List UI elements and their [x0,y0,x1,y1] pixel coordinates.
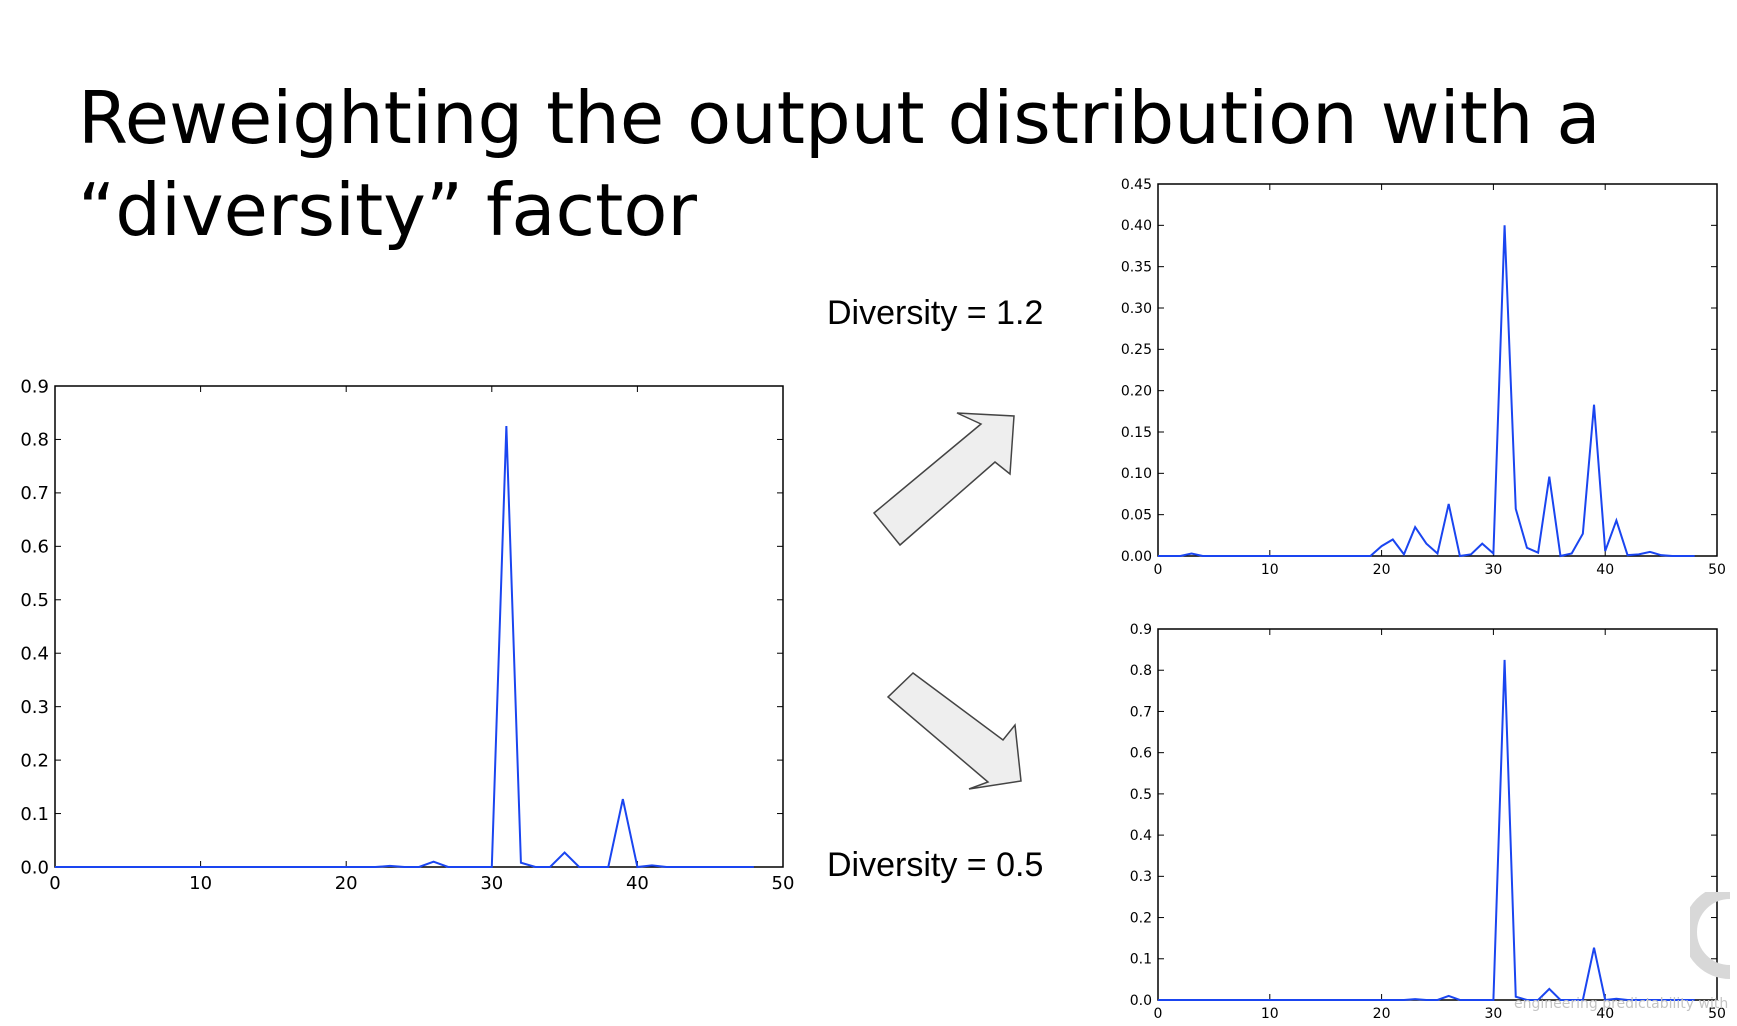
y-tick-label: 0.2 [1130,910,1152,926]
y-tick-label: 0.20 [1121,384,1152,400]
watermark-text: engineering predictability with [1514,996,1729,1012]
slide-title-line-1: Reweighting the output distribution with… [78,76,1601,160]
y-tick-label: 0.8 [20,430,49,451]
x-tick-label: 30 [1484,1006,1502,1022]
y-tick-label: 0.3 [20,697,49,718]
x-tick-label: 0 [49,873,60,894]
arrow-up-right-icon [872,412,1015,547]
diversity-high-chart: 0 10 20 30 40 50 0.00 0.05 0.10 0.15 0.20 0.25 0.30 0… [1100,175,1737,585]
y-tick-label: 0.10 [1121,466,1152,482]
y-tick-label: 0.1 [20,804,49,825]
original-distribution-chart: 0 10 20 30 40 50 0.0 0.1 0.2 0.3 0.4 0.5 0.6 0.7 0.8 0.… [0,370,800,910]
y-tick-label: 0.6 [1130,746,1152,762]
y-tick-label: 0.15 [1121,425,1152,441]
y-tick-label: 0.00 [1121,549,1152,565]
x-tick-label: 50 [1708,562,1726,578]
y-tick-label: 0.2 [20,750,49,771]
logo-mark-icon [1690,892,1731,979]
y-tick-label: 0.30 [1121,301,1152,317]
x-tick-label: 30 [1484,562,1502,578]
x-tick-label: 10 [1261,1006,1279,1022]
y-tick-label: 0.05 [1121,508,1152,524]
y-tick-label: 0.0 [1130,993,1152,1009]
x-tick-label: 40 [1596,1006,1614,1022]
y-tick-label: 0.8 [1130,663,1152,679]
y-tick-label: 0.6 [20,537,49,558]
x-tick-label: 30 [480,873,503,894]
diversity-high-label: Diversity = 1.2 [827,294,1044,332]
x-tick-label: 10 [1261,562,1279,578]
x-tick-label: 10 [189,873,212,894]
y-tick-label: 0.0 [20,857,49,878]
x-tick-label: 50 [1708,1006,1726,1022]
x-tick-label: 50 [772,873,795,894]
x-tick-label: 20 [1373,562,1391,578]
y-tick-label: 0.35 [1121,260,1152,276]
chart-svg: 0 10 20 30 40 50 0.0 0.1 0.2 0.3 0.4 0.5 0.6 0.7 0.8 0.… [1130,622,1726,1022]
slide-title: Reweighting the output distribution with… [78,72,1718,256]
x-tick-label: 0 [1154,562,1163,578]
y-tick-label: 0.45 [1121,177,1152,193]
y-tick-label: 0.9 [1130,622,1152,638]
x-tick-label: 0 [1154,1006,1163,1022]
plot-frame [1157,628,1718,1001]
y-tick-label: 0.3 [1130,869,1152,885]
y-tick-label: 0.7 [1130,704,1152,720]
slide-title-line-2: “diversity” factor [78,168,697,252]
arrow-down-right-icon [886,672,1022,790]
y-tick-label: 0.25 [1121,342,1152,358]
y-tick-label: 0.5 [20,590,49,611]
plot-frame [54,385,784,868]
x-tick-label: 40 [1596,562,1614,578]
diversity-low-label: Diversity = 0.5 [827,846,1044,884]
x-tick-label: 40 [626,873,649,894]
diversity-low-chart: 0 10 20 30 40 50 0.0 0.1 0.2 0.3 0.4 0.5 0.6 0.7 0.8 0.… [1100,620,1737,1025]
chart-svg: 0 10 20 30 40 50 0.00 0.05 0.10 0.15 0.20 0.25 0.30 0… [1121,177,1726,578]
plot-frame [1157,183,1718,557]
y-tick-label: 0.5 [1130,787,1152,803]
y-tick-label: 0.9 [20,376,49,397]
chart-svg: 0 10 20 30 40 50 0.0 0.1 0.2 0.3 0.4 0.5 0.6 0.7 0.8 0.… [20,376,795,894]
y-tick-label: 0.7 [20,483,49,504]
y-tick-label: 0.4 [20,644,49,665]
y-tick-label: 0.4 [1130,828,1152,844]
y-tick-label: 0.1 [1130,952,1152,968]
x-tick-label: 20 [335,873,358,894]
y-tick-label: 0.40 [1121,218,1152,234]
x-tick-label: 20 [1373,1006,1391,1022]
